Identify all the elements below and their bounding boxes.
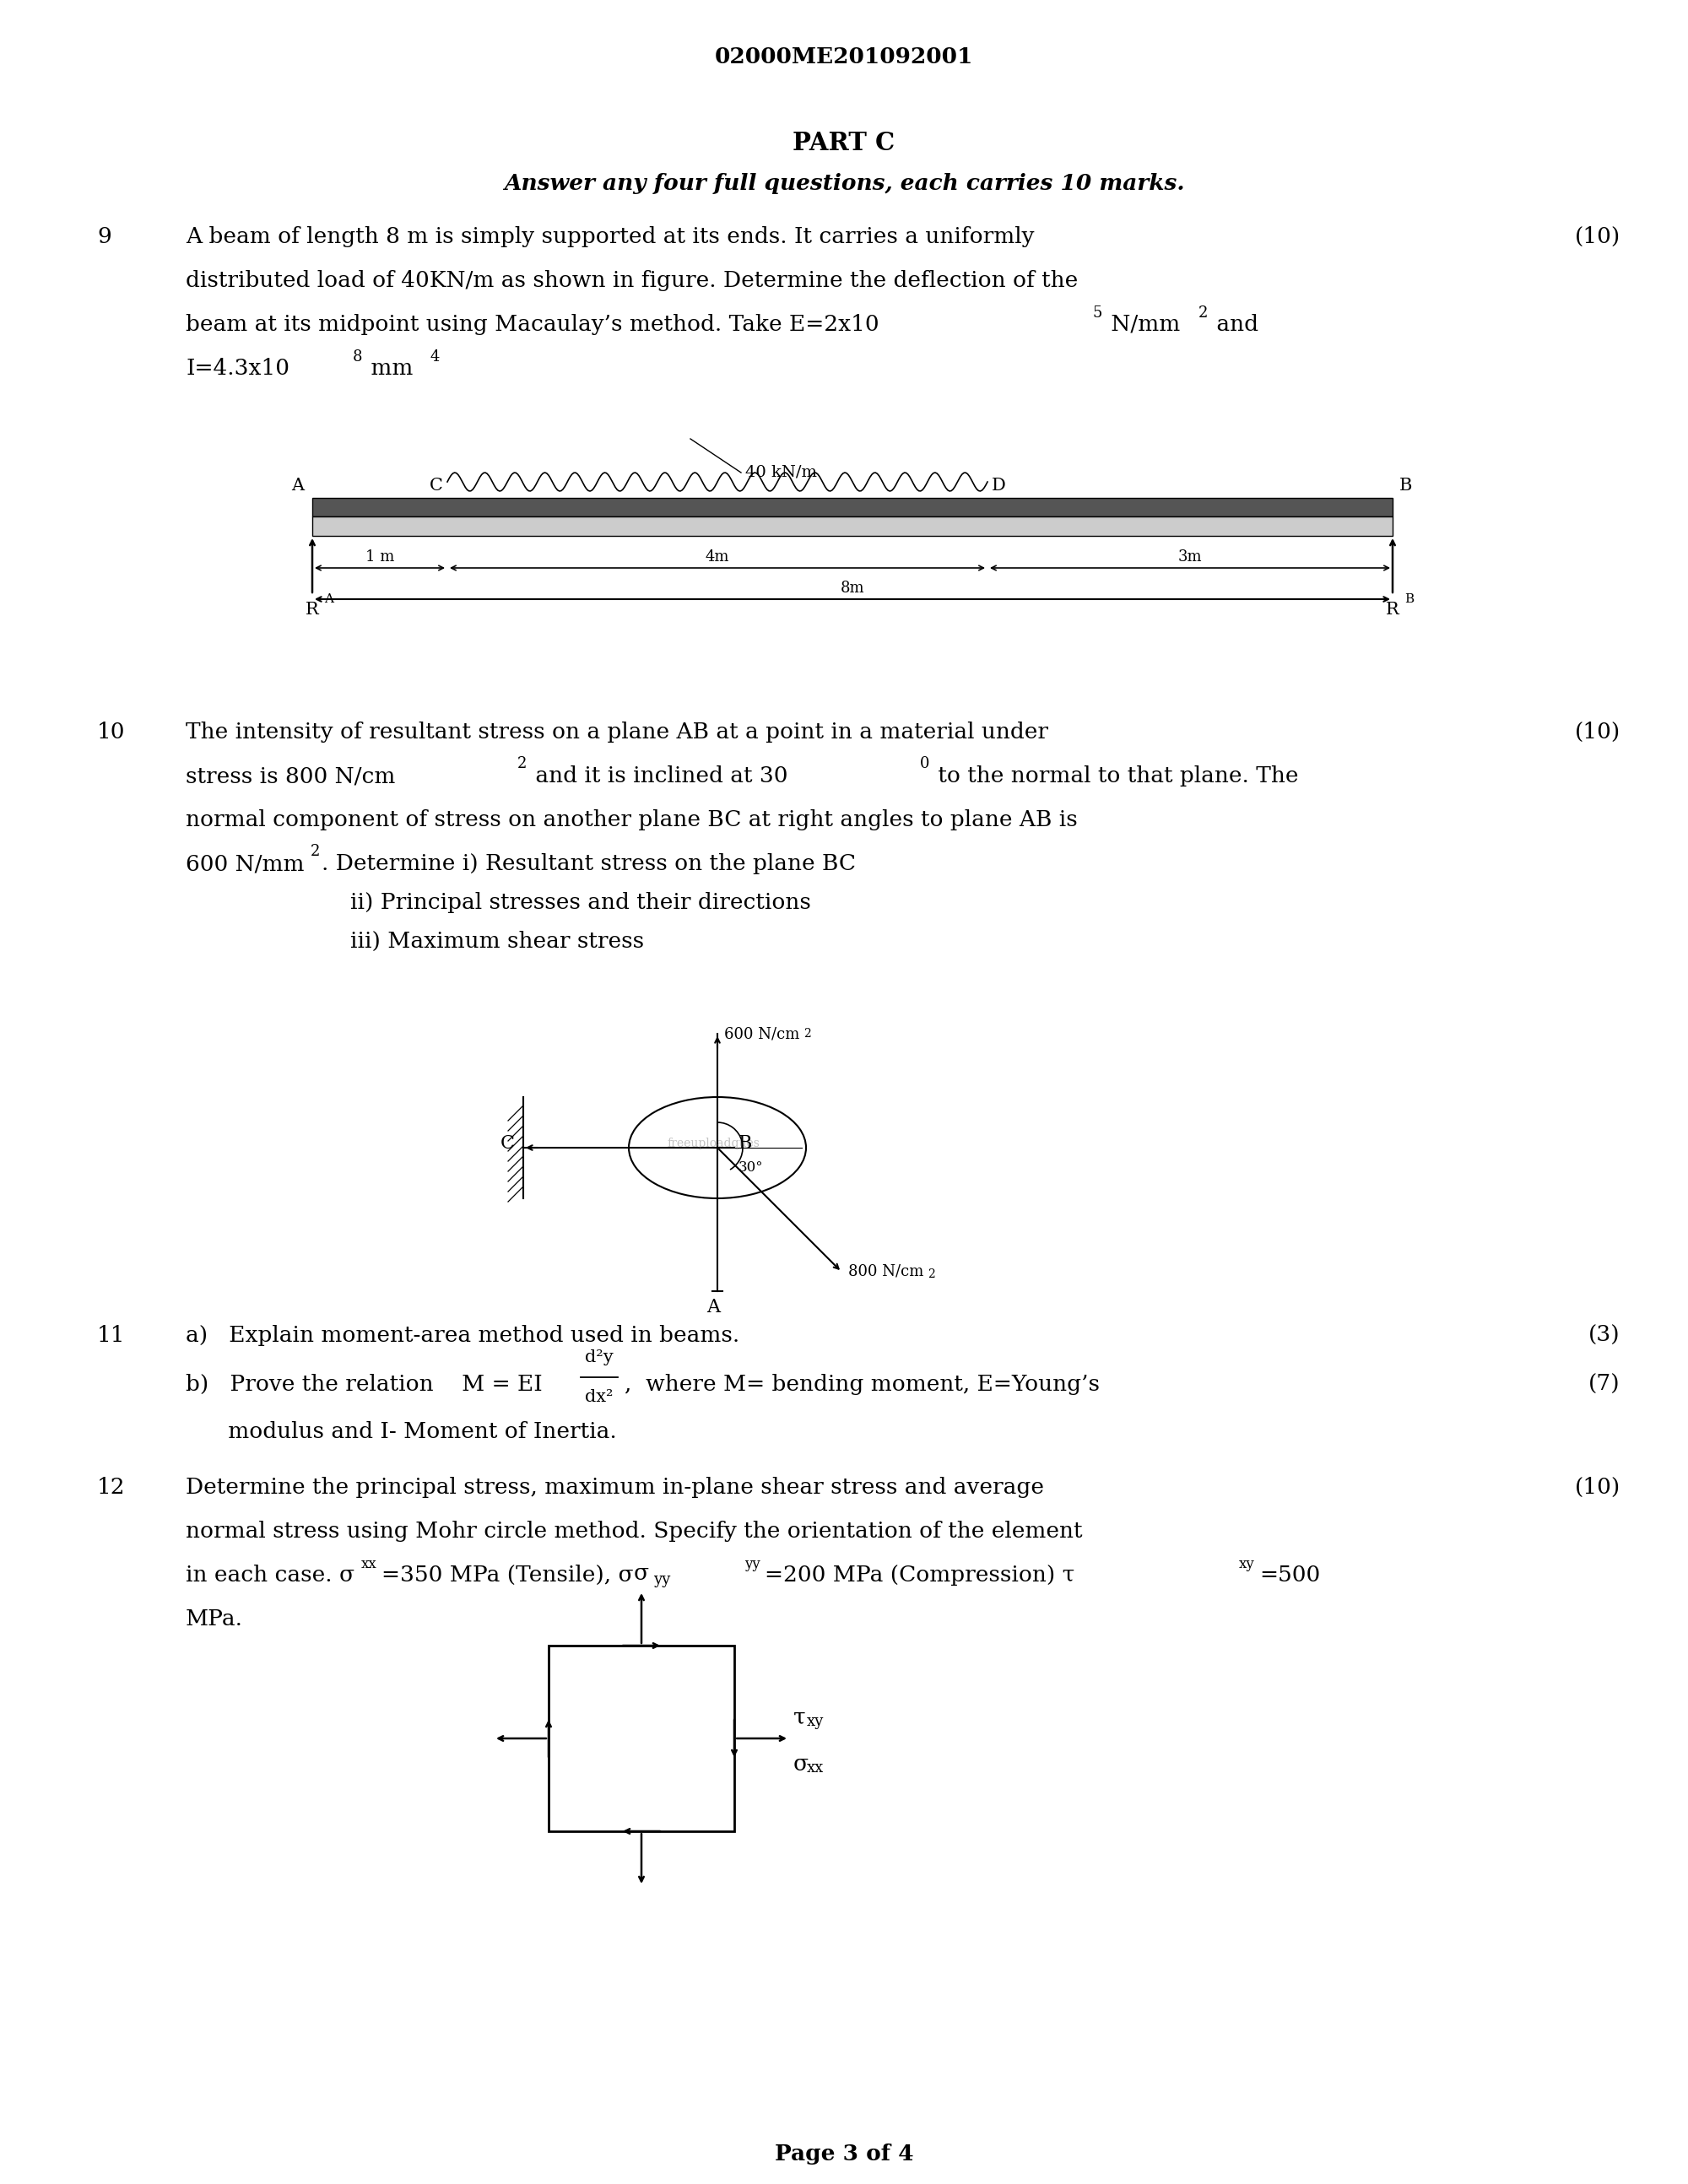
Text: 600 N/mm: 600 N/mm — [186, 854, 304, 874]
Text: Answer any four full questions, each carries 10 marks.: Answer any four full questions, each car… — [503, 173, 1185, 194]
Text: 2: 2 — [517, 756, 527, 771]
Text: I=4.3x10: I=4.3x10 — [186, 358, 290, 378]
Text: xy: xy — [807, 1714, 824, 1730]
Text: mm: mm — [365, 358, 414, 378]
Text: 4m: 4m — [706, 550, 729, 566]
Text: b)   Prove the relation    M = EI: b) Prove the relation M = EI — [186, 1374, 542, 1396]
Polygon shape — [312, 498, 1393, 515]
Text: 1 m: 1 m — [365, 550, 395, 566]
Text: normal stress using Mohr circle method. Specify the orientation of the element: normal stress using Mohr circle method. … — [186, 1520, 1082, 1542]
Text: in each case. σ: in each case. σ — [186, 1564, 354, 1586]
Text: =350 MPa (Tensile), σ: =350 MPa (Tensile), σ — [381, 1564, 633, 1586]
Text: C: C — [430, 478, 442, 494]
Text: τ: τ — [793, 1706, 805, 1728]
Text: A: A — [290, 478, 304, 494]
Text: 2: 2 — [803, 1029, 810, 1040]
Text: ii) Principal stresses and their directions: ii) Principal stresses and their directi… — [351, 891, 810, 913]
Text: yy: yy — [653, 1572, 670, 1588]
Text: B: B — [1399, 478, 1413, 494]
Text: 8: 8 — [353, 349, 363, 365]
Text: 5: 5 — [1094, 306, 1102, 321]
Text: 8m: 8m — [841, 581, 864, 596]
Text: 2: 2 — [928, 1269, 935, 1280]
Text: B: B — [739, 1133, 753, 1153]
Text: 11: 11 — [98, 1326, 125, 1345]
Text: . Determine i) Resultant stress on the plane BC: . Determine i) Resultant stress on the p… — [321, 854, 856, 874]
Text: R: R — [1386, 603, 1399, 618]
Text: dx²: dx² — [586, 1389, 613, 1404]
Text: =200 MPa (Compression) τ: =200 MPa (Compression) τ — [765, 1564, 1075, 1586]
Text: to the normal to that plane. The: to the normal to that plane. The — [932, 764, 1298, 786]
Text: (10): (10) — [1575, 721, 1620, 743]
Text: R: R — [306, 603, 319, 618]
Text: The intensity of resultant stress on a plane AB at a point in a material under: The intensity of resultant stress on a p… — [186, 721, 1048, 743]
Text: freeuploadques: freeuploadques — [667, 1138, 760, 1149]
Text: Page 3 of 4: Page 3 of 4 — [775, 2143, 913, 2164]
Text: C: C — [500, 1133, 515, 1153]
Text: ,  where M= bending moment, E=Young’s: , where M= bending moment, E=Young’s — [625, 1374, 1101, 1396]
Text: =500: =500 — [1259, 1564, 1320, 1586]
Text: and it is inclined at 30: and it is inclined at 30 — [528, 764, 788, 786]
Text: iii) Maximum shear stress: iii) Maximum shear stress — [351, 930, 645, 952]
Text: 30°: 30° — [739, 1160, 763, 1175]
Text: beam at its midpoint using Macaulay’s method. Take E=2x10: beam at its midpoint using Macaulay’s me… — [186, 314, 879, 334]
Text: 4: 4 — [430, 349, 441, 365]
Text: normal component of stress on another plane BC at right angles to plane AB is: normal component of stress on another pl… — [186, 810, 1077, 830]
Polygon shape — [312, 515, 1393, 535]
Text: 600 N/cm: 600 N/cm — [724, 1026, 800, 1042]
Text: 40 kN/m: 40 kN/m — [746, 465, 817, 480]
Text: Determine the principal stress, maximum in-plane shear stress and average: Determine the principal stress, maximum … — [186, 1476, 1043, 1498]
Text: MPa.: MPa. — [186, 1607, 243, 1629]
Text: 2: 2 — [1198, 306, 1209, 321]
Text: (7): (7) — [1588, 1374, 1620, 1396]
Text: PART C: PART C — [793, 131, 895, 155]
Text: B: B — [1404, 594, 1415, 605]
Text: 3m: 3m — [1178, 550, 1202, 566]
Text: 02000ME201092001: 02000ME201092001 — [714, 46, 974, 68]
Text: σ: σ — [793, 1754, 809, 1773]
Text: (10): (10) — [1575, 1476, 1620, 1498]
Text: A: A — [706, 1297, 719, 1317]
Text: 800 N/cm: 800 N/cm — [849, 1265, 923, 1278]
Text: xx: xx — [361, 1557, 376, 1570]
Text: (10): (10) — [1575, 227, 1620, 247]
Text: modulus and I- Moment of Inertia.: modulus and I- Moment of Inertia. — [186, 1422, 616, 1441]
Text: a)   Explain moment-area method used in beams.: a) Explain moment-area method used in be… — [186, 1326, 739, 1345]
Text: 0: 0 — [920, 756, 930, 771]
Text: xy: xy — [1239, 1557, 1254, 1570]
Text: d²y: d²y — [586, 1350, 613, 1365]
Text: distributed load of 40KN/m as shown in figure. Determine the deflection of the: distributed load of 40KN/m as shown in f… — [186, 271, 1079, 290]
Text: σ: σ — [633, 1564, 650, 1583]
Text: xx: xx — [807, 1760, 824, 1776]
Text: 9: 9 — [98, 227, 111, 247]
Text: and: and — [1209, 314, 1259, 334]
Text: A beam of length 8 m is simply supported at its ends. It carries a uniformly: A beam of length 8 m is simply supported… — [186, 227, 1035, 247]
Text: (3): (3) — [1588, 1326, 1620, 1345]
Text: 12: 12 — [98, 1476, 125, 1498]
Text: A: A — [324, 594, 334, 605]
Text: N/mm: N/mm — [1104, 314, 1180, 334]
Polygon shape — [549, 1645, 734, 1830]
Text: 10: 10 — [98, 721, 125, 743]
Text: yy: yy — [744, 1557, 760, 1570]
Text: D: D — [993, 478, 1006, 494]
Text: 2: 2 — [311, 843, 321, 858]
Text: stress is 800 N/cm: stress is 800 N/cm — [186, 764, 395, 786]
